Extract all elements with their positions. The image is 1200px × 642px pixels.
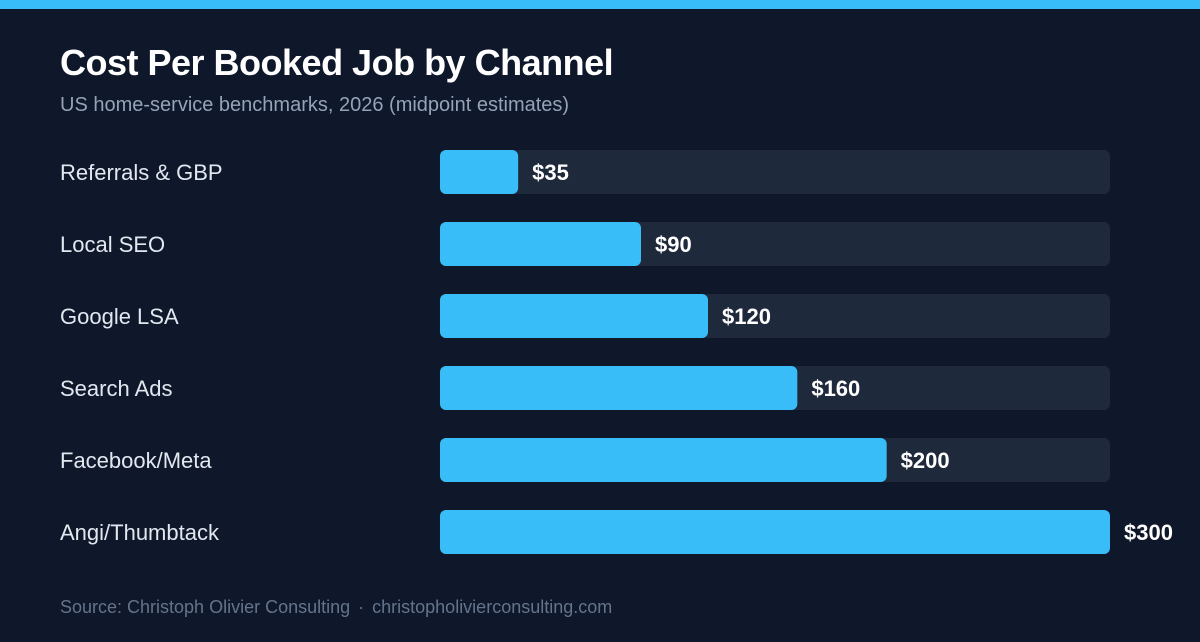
bar	[440, 366, 798, 410]
chart-subtitle: US home-service benchmarks, 2026 (midpoi…	[60, 94, 570, 116]
source-url[interactable]: christopholivierconsulting.com	[372, 597, 613, 617]
category-label: Facebook/Meta	[60, 448, 212, 473]
category-label: Google LSA	[60, 304, 179, 329]
category-label: Referrals & GBP	[60, 160, 223, 185]
bar-track	[440, 150, 1110, 194]
value-label: $90	[655, 232, 692, 257]
category-label: Local SEO	[60, 232, 165, 257]
chart-title: Cost Per Booked Job by Channel	[60, 42, 614, 83]
category-label: Angi/Thumbtack	[60, 520, 220, 545]
bar	[440, 222, 641, 266]
bar	[440, 294, 708, 338]
category-label: Search Ads	[60, 376, 173, 401]
bar	[440, 150, 519, 194]
value-label: $200	[901, 448, 950, 473]
source-footer: Source: Christoph Olivier Consulting · chr…	[60, 597, 612, 618]
top-accent-stripe	[0, 0, 1200, 9]
value-label: $35	[532, 160, 569, 185]
source-text: Source: Christoph Olivier Consulting	[60, 597, 351, 617]
bar	[440, 510, 1110, 554]
footer-separator: ·	[358, 597, 365, 617]
value-label: $160	[811, 376, 860, 401]
value-label: $300	[1124, 520, 1173, 545]
bar	[440, 438, 887, 482]
value-label: $120	[722, 304, 771, 329]
